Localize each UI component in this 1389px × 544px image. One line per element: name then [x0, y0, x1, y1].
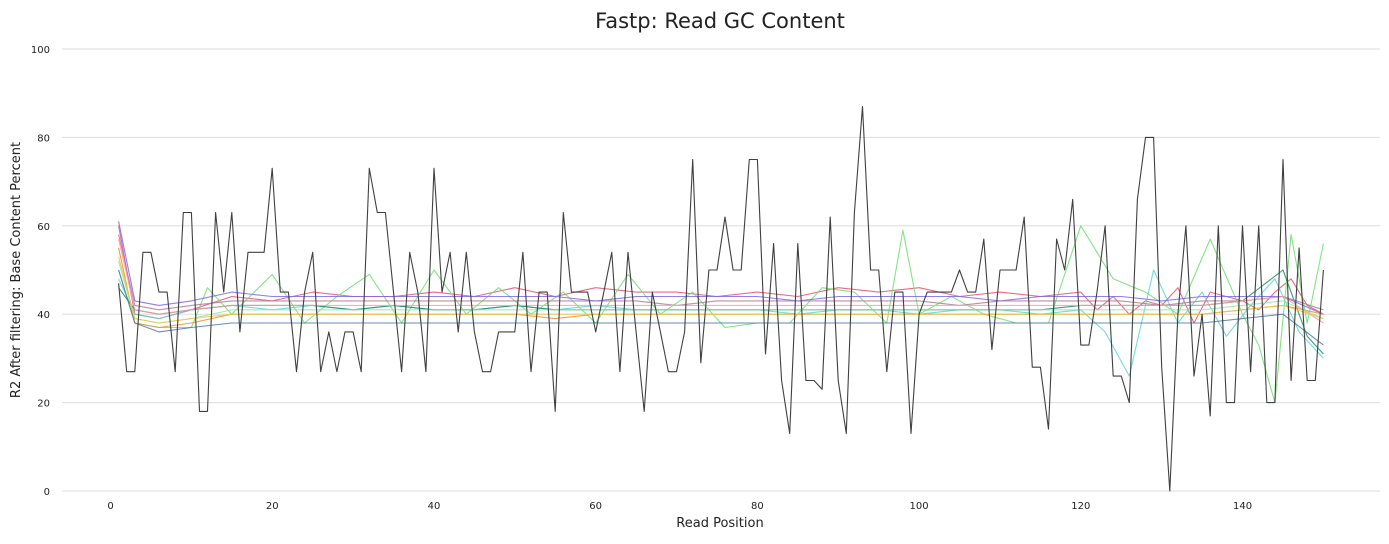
x-axis-title: Read Position — [676, 516, 763, 531]
x-tick-label: 60 — [589, 501, 602, 512]
series-line-0 — [118, 105, 1324, 492]
series-line-5 — [118, 221, 1324, 315]
x-tick-label: 140 — [1233, 501, 1252, 512]
x-tick-label: 0 — [107, 501, 113, 512]
chart-title: Fastp: Read GC Content — [595, 9, 845, 33]
y-tick-label: 0 — [44, 487, 50, 498]
y-tick-labels: 0 20 40 60 80 100 — [31, 45, 50, 498]
series-lines — [118, 105, 1324, 492]
y-tick-label: 40 — [37, 310, 50, 321]
series-line-9 — [118, 261, 1324, 324]
x-tick-label: 80 — [751, 501, 764, 512]
series-line-11 — [118, 256, 1324, 324]
y-tick-label: 100 — [31, 45, 50, 56]
y-tick-label: 80 — [37, 133, 50, 144]
x-tick-label: 20 — [266, 501, 279, 512]
x-tick-label: 40 — [428, 501, 441, 512]
x-tick-label: 120 — [1071, 501, 1090, 512]
series-line-7 — [118, 269, 1324, 346]
series-line-8 — [118, 234, 1324, 311]
series-line-10 — [118, 238, 1324, 324]
x-tick-label: 100 — [910, 501, 929, 512]
y-tick-label: 60 — [37, 222, 50, 233]
y-axis-title: R2 After filtering: Base Content Percent — [9, 142, 24, 398]
x-tick-labels: 0 20 40 60 80 100 120 140 — [107, 501, 1252, 512]
y-tick-label: 20 — [37, 399, 50, 410]
